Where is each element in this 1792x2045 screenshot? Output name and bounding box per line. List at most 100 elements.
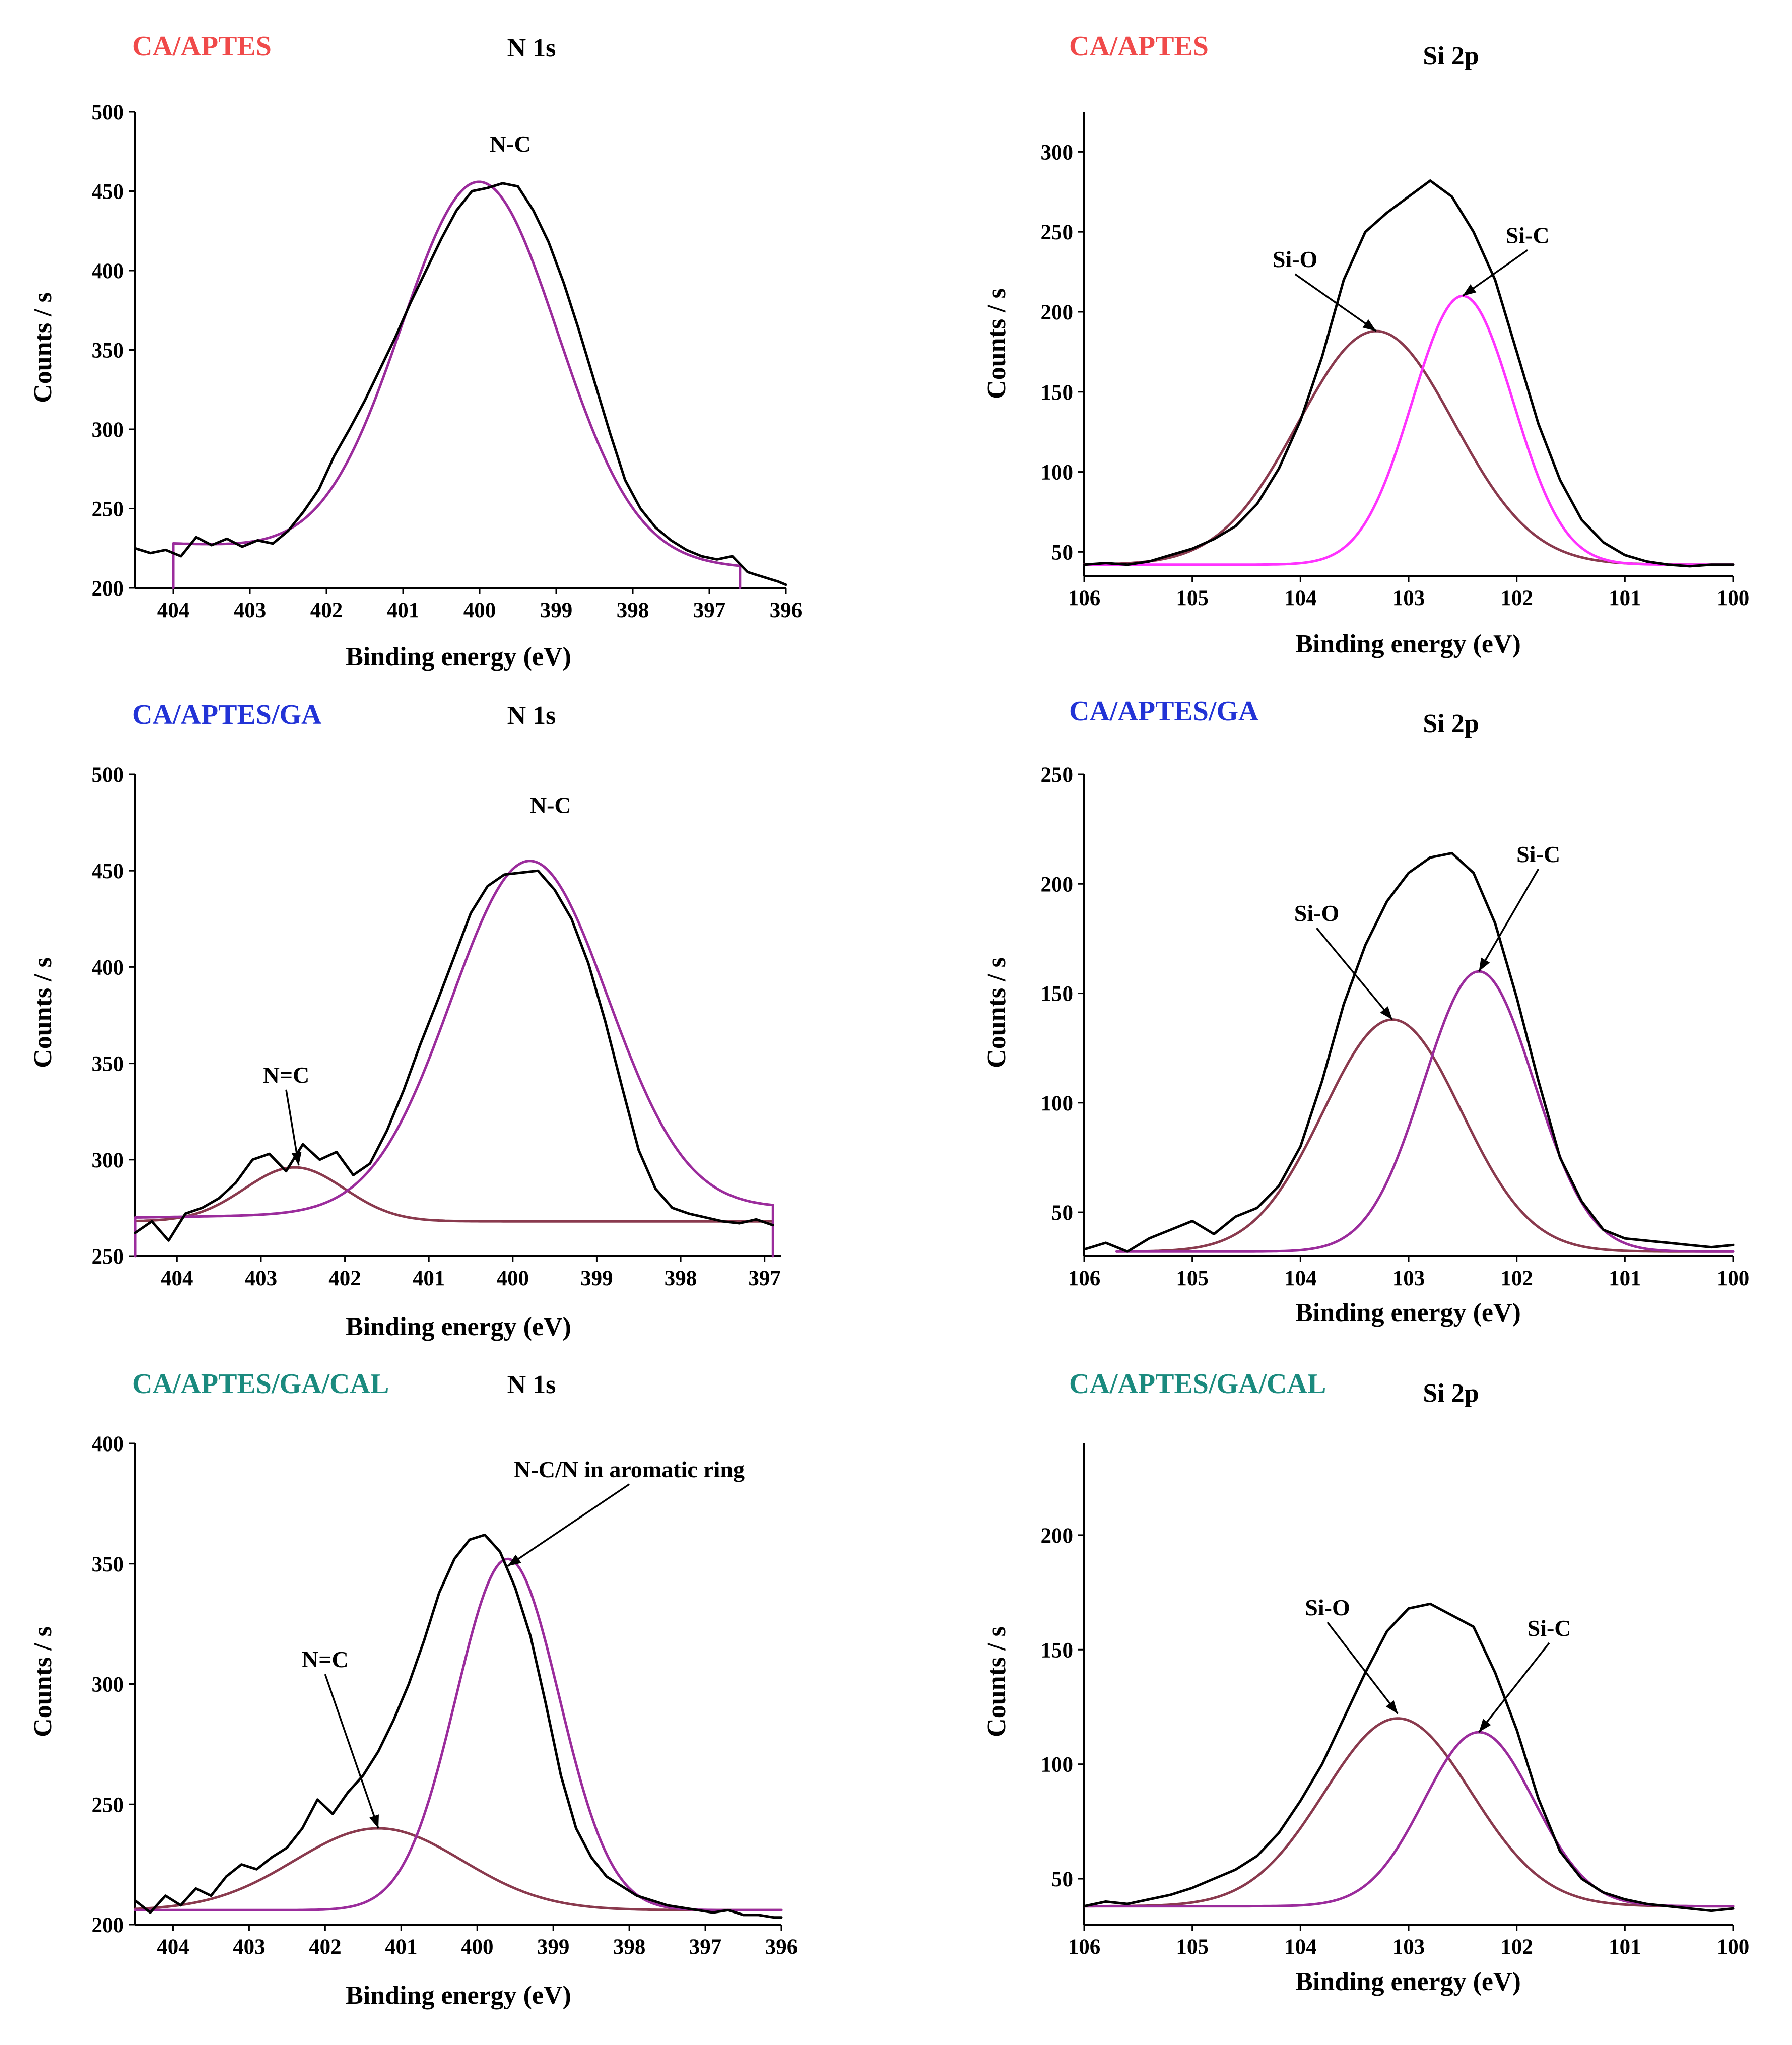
sample-title: CA/APTES — [1069, 31, 1209, 62]
annotation-arrowhead — [1463, 284, 1477, 296]
xps-panel-2: CA/APTES Si 2p 106 105 104 103 102 101 100 50 100 1… — [982, 31, 1749, 658]
x-tick-label: 105 — [1176, 1267, 1209, 1290]
annotation-arrowhead — [1479, 1719, 1491, 1732]
x-tick-label: 104 — [1284, 1935, 1317, 1959]
xps-panel-1: CA/APTES N 1s 404 403 402 401 400 399 398 397 396 2… — [29, 31, 802, 671]
sample-title: CA/APTES — [132, 31, 272, 62]
y-tick-label: 100 — [1041, 1092, 1074, 1115]
x-tick-label: 403 — [245, 1267, 278, 1290]
y-axis-title: Counts / s — [29, 957, 57, 1068]
component-fit-1 — [1115, 1018, 1735, 1253]
peak-annotation: Si-C — [1506, 222, 1550, 248]
xps-panel-4: CA/APTES/GA Si 2p 106 105 104 103 102 101 100 50 1… — [982, 696, 1749, 1327]
y-tick-label: 250 — [1041, 763, 1074, 787]
x-tick-label: 100 — [1717, 1935, 1750, 1959]
peak-annotation: N-C — [490, 131, 531, 157]
y-tick-label: 400 — [92, 259, 124, 283]
y-axis-title: Counts / s — [29, 292, 57, 403]
y-tick-label: 200 — [1041, 873, 1074, 896]
y-tick-label: 150 — [1041, 1638, 1074, 1662]
annotation-arrow — [1462, 249, 1529, 297]
peak-annotation: Si-O — [1273, 246, 1317, 272]
y-tick-label: 200 — [92, 1914, 124, 1937]
component-fit-1 — [1083, 329, 1735, 566]
x-axis-title: Binding energy (eV) — [1295, 1298, 1521, 1327]
envelope-fit — [172, 180, 742, 589]
x-tick-label: 106 — [1068, 586, 1101, 610]
y-tick-label: 350 — [92, 1052, 124, 1076]
x-axis-title: Binding energy (eV) — [1295, 630, 1521, 658]
x-tick-label: 398 — [617, 599, 649, 622]
y-axis-title: Counts / s — [982, 288, 1011, 399]
y-tick-label: 250 — [92, 1793, 124, 1817]
raw-spectrum — [1083, 179, 1735, 568]
y-tick-label: 50 — [1051, 1868, 1073, 1891]
xps-panel-3: CA/APTES/GA N 1s 404 403 402 401 400 399 398 397 2… — [29, 699, 781, 1341]
x-tick-label: 402 — [328, 1267, 361, 1290]
y-tick-label: 250 — [92, 1245, 124, 1269]
x-tick-label: 397 — [689, 1935, 722, 1959]
peak-annotation: Si-O — [1305, 1595, 1350, 1620]
annotation-arrow — [1478, 1642, 1550, 1733]
component-fit-1 — [134, 1827, 783, 1911]
x-tick-label: 401 — [413, 1267, 445, 1290]
sample-title: CA/APTES/GA/CAL — [1069, 1368, 1326, 1400]
x-tick-label: 400 — [463, 599, 496, 622]
y-tick-label: 300 — [92, 418, 124, 442]
x-tick-label: 400 — [497, 1267, 529, 1290]
x-tick-label: 404 — [161, 1267, 193, 1290]
y-tick-label: 450 — [92, 180, 124, 204]
y-axis-title: Counts / s — [982, 1626, 1011, 1737]
y-tick-label: 100 — [1041, 1753, 1074, 1777]
x-tick-label: 401 — [387, 599, 420, 622]
annotation-arrowhead — [369, 1814, 379, 1828]
x-tick-label: 404 — [157, 599, 190, 622]
x-axis-title: Binding energy (eV) — [346, 1312, 571, 1341]
y-tick-label: 300 — [92, 1673, 124, 1697]
x-tick-label: 103 — [1392, 1935, 1425, 1959]
core-level-title: Si 2p — [1423, 709, 1479, 738]
x-tick-label: 396 — [765, 1935, 798, 1959]
x-tick-label: 104 — [1284, 1267, 1317, 1290]
core-level-title: Si 2p — [1423, 42, 1479, 71]
raw-spectrum — [1083, 1602, 1735, 1912]
x-tick-label: 103 — [1392, 1267, 1425, 1290]
annotation-arrowhead — [1380, 1006, 1392, 1020]
raw-spectrum — [134, 182, 787, 586]
x-tick-label: 105 — [1176, 586, 1209, 610]
annotation-arrow — [1326, 1622, 1399, 1714]
x-tick-label: 103 — [1392, 586, 1425, 610]
x-tick-label: 402 — [309, 1935, 342, 1959]
peak-annotation: N-C/N in aromatic ring — [514, 1457, 745, 1482]
component-fit-2 — [1083, 1731, 1735, 1908]
x-tick-label: 399 — [580, 1267, 613, 1290]
x-tick-label: 102 — [1500, 586, 1533, 610]
core-level-title: Si 2p — [1423, 1379, 1479, 1408]
core-level-title: N 1s — [507, 34, 556, 62]
annotation-arrow — [1316, 928, 1393, 1020]
annotation-arrowhead — [1479, 957, 1490, 972]
y-tick-label: 100 — [1041, 461, 1074, 485]
annotation-arrow — [1478, 868, 1540, 972]
annotation-arrowhead — [1385, 1700, 1398, 1714]
y-tick-label: 50 — [1051, 1201, 1073, 1225]
raw-spectrum — [134, 1533, 783, 1919]
y-tick-label: 450 — [92, 860, 124, 883]
y-tick-label: 400 — [92, 956, 124, 979]
sample-title: CA/APTES/GA/CAL — [132, 1368, 389, 1400]
x-tick-label: 396 — [770, 599, 803, 622]
y-tick-label: 500 — [92, 101, 124, 124]
x-tick-label: 106 — [1068, 1935, 1101, 1959]
y-tick-label: 250 — [92, 498, 124, 521]
annotation-arrow — [1294, 273, 1377, 332]
x-tick-label: 101 — [1609, 586, 1641, 610]
y-tick-label: 350 — [92, 339, 124, 363]
annotation-arrowhead — [291, 1152, 302, 1166]
x-tick-label: 399 — [540, 599, 573, 622]
x-tick-label: 100 — [1717, 1267, 1750, 1290]
x-tick-label: 399 — [537, 1935, 570, 1959]
y-tick-label: 50 — [1051, 541, 1073, 564]
x-tick-label: 401 — [385, 1935, 418, 1959]
x-tick-label: 104 — [1284, 586, 1317, 610]
